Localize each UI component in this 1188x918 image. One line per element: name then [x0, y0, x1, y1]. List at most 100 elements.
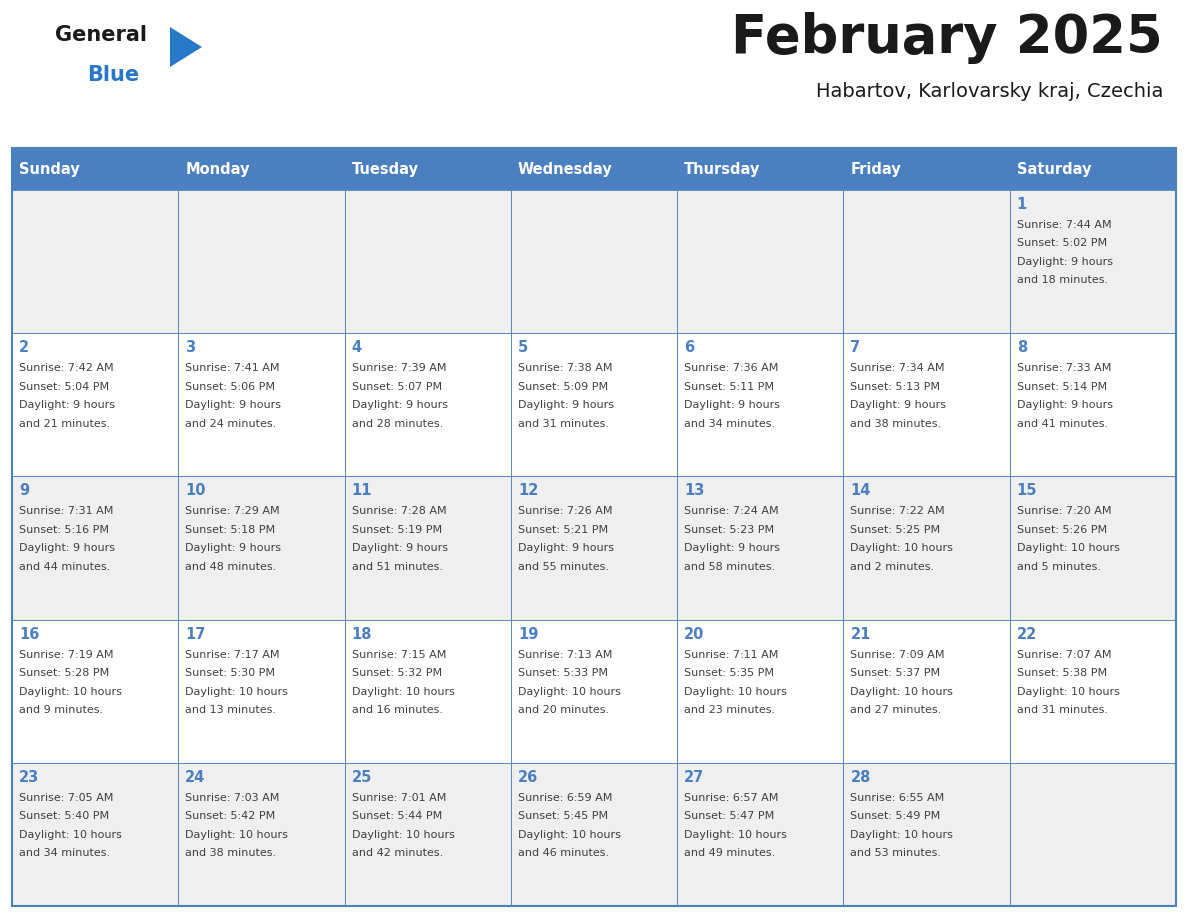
Text: and 31 minutes.: and 31 minutes. — [1017, 705, 1107, 715]
Text: 22: 22 — [1017, 627, 1037, 642]
Bar — [12, 148, 1176, 906]
Text: 24: 24 — [185, 770, 206, 785]
Text: Daylight: 10 hours: Daylight: 10 hours — [352, 687, 455, 697]
Text: and 34 minutes.: and 34 minutes. — [684, 419, 776, 429]
Text: Sunrise: 7:29 AM: Sunrise: 7:29 AM — [185, 507, 280, 517]
Text: Sunset: 5:37 PM: Sunset: 5:37 PM — [851, 668, 941, 678]
Text: Sunset: 5:09 PM: Sunset: 5:09 PM — [518, 382, 608, 392]
Polygon shape — [170, 27, 202, 67]
Text: Sunrise: 7:09 AM: Sunrise: 7:09 AM — [851, 650, 944, 660]
Bar — [12, 763, 178, 906]
Text: Sunset: 5:30 PM: Sunset: 5:30 PM — [185, 668, 276, 678]
Text: Sunset: 5:21 PM: Sunset: 5:21 PM — [518, 525, 608, 535]
Bar — [345, 333, 511, 476]
Text: and 58 minutes.: and 58 minutes. — [684, 562, 776, 572]
Text: Sunset: 5:06 PM: Sunset: 5:06 PM — [185, 382, 276, 392]
Text: Sunrise: 7:42 AM: Sunrise: 7:42 AM — [19, 364, 114, 374]
Text: Friday: Friday — [851, 162, 902, 176]
Bar — [511, 333, 677, 476]
Text: Sunset: 5:11 PM: Sunset: 5:11 PM — [684, 382, 775, 392]
Text: Daylight: 9 hours: Daylight: 9 hours — [185, 400, 282, 410]
Bar — [178, 763, 345, 906]
Bar — [345, 476, 511, 620]
Text: Daylight: 10 hours: Daylight: 10 hours — [851, 687, 953, 697]
Text: 25: 25 — [352, 770, 372, 785]
Text: 26: 26 — [518, 770, 538, 785]
Bar — [677, 333, 843, 476]
Bar — [1010, 190, 1176, 333]
Bar — [178, 476, 345, 620]
Text: 10: 10 — [185, 484, 206, 498]
Text: Sunset: 5:04 PM: Sunset: 5:04 PM — [19, 382, 109, 392]
Text: Sunrise: 7:36 AM: Sunrise: 7:36 AM — [684, 364, 778, 374]
Bar — [1010, 148, 1176, 190]
Text: 23: 23 — [19, 770, 39, 785]
Text: Sunset: 5:07 PM: Sunset: 5:07 PM — [352, 382, 442, 392]
Text: Daylight: 9 hours: Daylight: 9 hours — [19, 400, 115, 410]
Text: and 28 minutes.: and 28 minutes. — [352, 419, 443, 429]
Text: Sunrise: 7:13 AM: Sunrise: 7:13 AM — [518, 650, 612, 660]
Text: Sunrise: 7:34 AM: Sunrise: 7:34 AM — [851, 364, 944, 374]
Text: and 5 minutes.: and 5 minutes. — [1017, 562, 1101, 572]
Text: Sunday: Sunday — [19, 162, 80, 176]
Bar — [345, 620, 511, 763]
Text: 18: 18 — [352, 627, 372, 642]
Text: Sunrise: 7:20 AM: Sunrise: 7:20 AM — [1017, 507, 1111, 517]
Text: and 9 minutes.: and 9 minutes. — [19, 705, 103, 715]
Bar — [345, 190, 511, 333]
Text: and 46 minutes.: and 46 minutes. — [518, 848, 609, 858]
Bar — [1010, 763, 1176, 906]
Text: Sunrise: 7:01 AM: Sunrise: 7:01 AM — [352, 793, 446, 803]
Text: Daylight: 10 hours: Daylight: 10 hours — [19, 687, 122, 697]
Text: Sunrise: 7:38 AM: Sunrise: 7:38 AM — [518, 364, 612, 374]
Bar — [511, 476, 677, 620]
Text: 19: 19 — [518, 627, 538, 642]
Bar — [12, 476, 178, 620]
Text: 28: 28 — [851, 770, 871, 785]
Text: Sunrise: 7:22 AM: Sunrise: 7:22 AM — [851, 507, 944, 517]
Text: Daylight: 9 hours: Daylight: 9 hours — [1017, 400, 1113, 410]
Text: Sunrise: 7:39 AM: Sunrise: 7:39 AM — [352, 364, 446, 374]
Text: Daylight: 10 hours: Daylight: 10 hours — [518, 687, 621, 697]
Bar — [12, 620, 178, 763]
Text: Daylight: 9 hours: Daylight: 9 hours — [352, 400, 448, 410]
Text: Daylight: 9 hours: Daylight: 9 hours — [684, 400, 781, 410]
Text: Sunset: 5:25 PM: Sunset: 5:25 PM — [851, 525, 941, 535]
Bar — [511, 763, 677, 906]
Text: 9: 9 — [19, 484, 30, 498]
Text: Sunrise: 7:41 AM: Sunrise: 7:41 AM — [185, 364, 280, 374]
Text: Sunset: 5:42 PM: Sunset: 5:42 PM — [185, 812, 276, 822]
Text: Sunrise: 7:24 AM: Sunrise: 7:24 AM — [684, 507, 779, 517]
Bar — [12, 148, 178, 190]
Text: Sunset: 5:40 PM: Sunset: 5:40 PM — [19, 812, 109, 822]
Text: Sunrise: 6:55 AM: Sunrise: 6:55 AM — [851, 793, 944, 803]
Text: Saturday: Saturday — [1017, 162, 1092, 176]
Text: Sunset: 5:18 PM: Sunset: 5:18 PM — [185, 525, 276, 535]
Text: and 53 minutes.: and 53 minutes. — [851, 848, 941, 858]
Text: Sunrise: 7:44 AM: Sunrise: 7:44 AM — [1017, 220, 1111, 230]
Text: and 38 minutes.: and 38 minutes. — [851, 419, 942, 429]
Text: 14: 14 — [851, 484, 871, 498]
Text: Sunset: 5:16 PM: Sunset: 5:16 PM — [19, 525, 109, 535]
Bar — [511, 148, 677, 190]
Bar — [677, 620, 843, 763]
Text: Daylight: 10 hours: Daylight: 10 hours — [352, 830, 455, 840]
Text: 27: 27 — [684, 770, 704, 785]
Text: Sunset: 5:26 PM: Sunset: 5:26 PM — [1017, 525, 1107, 535]
Bar — [677, 763, 843, 906]
Text: 6: 6 — [684, 341, 694, 355]
Text: Sunrise: 6:57 AM: Sunrise: 6:57 AM — [684, 793, 778, 803]
Bar — [677, 476, 843, 620]
Bar — [12, 333, 178, 476]
Text: 15: 15 — [1017, 484, 1037, 498]
Text: 13: 13 — [684, 484, 704, 498]
Text: 3: 3 — [185, 341, 195, 355]
Text: and 55 minutes.: and 55 minutes. — [518, 562, 609, 572]
Text: Sunrise: 7:03 AM: Sunrise: 7:03 AM — [185, 793, 279, 803]
Text: Sunset: 5:19 PM: Sunset: 5:19 PM — [352, 525, 442, 535]
Bar — [843, 476, 1010, 620]
Text: and 2 minutes.: and 2 minutes. — [851, 562, 935, 572]
Text: Daylight: 9 hours: Daylight: 9 hours — [851, 400, 947, 410]
Text: Sunset: 5:35 PM: Sunset: 5:35 PM — [684, 668, 775, 678]
Text: Daylight: 9 hours: Daylight: 9 hours — [1017, 257, 1113, 267]
